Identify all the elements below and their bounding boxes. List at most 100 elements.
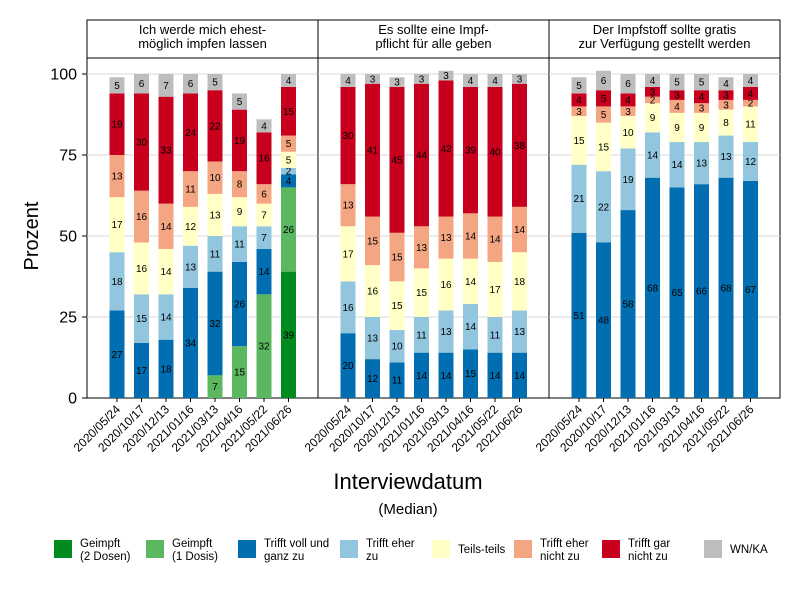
data-label: 4 (576, 95, 582, 106)
legend-swatch (340, 540, 358, 558)
bar-segment-wnka (620, 74, 636, 94)
data-label: 14 (440, 371, 452, 382)
bar-segment-eher (645, 132, 660, 178)
bar-segment-ehernicht (718, 99, 734, 110)
data-label: 10 (622, 128, 634, 139)
data-label: 30 (342, 131, 354, 142)
legend-swatch (146, 540, 164, 558)
data-label: 3 (650, 87, 656, 98)
data-label: 34 (185, 338, 197, 349)
bar-segment-ehernicht (389, 232, 405, 282)
data-label: 17 (342, 249, 354, 260)
data-label: 3 (625, 107, 631, 118)
bar-segment-ehernicht (256, 184, 272, 204)
legend-swatch (514, 540, 532, 558)
y-tick-label: 75 (59, 148, 77, 165)
data-label: 5 (212, 78, 218, 89)
panel-title: Ich werde mich ehest- (139, 22, 266, 37)
legend-label: nicht zu (628, 551, 668, 563)
bar-segment-voll (232, 261, 247, 347)
bar-segment-wnka (571, 77, 587, 94)
data-label: 65 (671, 288, 683, 299)
bar-segment-eher (109, 252, 125, 311)
data-label: 4 (650, 76, 656, 87)
data-label: 2 (286, 167, 292, 178)
data-label: 3 (674, 91, 680, 102)
data-label: 66 (696, 287, 708, 298)
data-label: 10 (209, 173, 221, 184)
bar-segment-voll (645, 177, 660, 398)
bar-segment-voll (571, 232, 587, 398)
bar-segment-voll (134, 342, 149, 398)
data-label: 19 (234, 136, 246, 147)
bar-segment-voll (718, 177, 734, 398)
bar-segment-garnicht (571, 93, 587, 107)
bar-segment-ehernicht (620, 106, 636, 117)
data-label: 3 (370, 74, 376, 85)
legend-item-geimpft2: Geimpft(2 Dosen) (54, 538, 131, 563)
data-label: 15 (391, 253, 403, 264)
bar-segment-teils (256, 203, 272, 227)
data-label: 13 (696, 159, 708, 170)
bar-segment-wnka (134, 74, 149, 94)
bar-segment-ehernicht (109, 155, 125, 198)
bar-segment-teils (645, 103, 660, 133)
data-label: 15 (573, 136, 585, 147)
data-label: 4 (699, 92, 705, 103)
bar-segment-eher (340, 281, 356, 334)
data-label: 15 (598, 142, 610, 153)
data-label: 6 (188, 79, 194, 90)
bar-segment-teils (743, 106, 758, 143)
data-label: 4 (748, 76, 754, 87)
bar-segment-garnicht (596, 90, 611, 107)
data-label: 2 (748, 99, 754, 110)
data-label: 19 (111, 120, 123, 131)
bar-segment-voll (365, 359, 380, 398)
bar-segment-teils (596, 122, 611, 172)
data-label: 21 (573, 194, 585, 205)
bar-segment-eher (232, 226, 247, 262)
legend-swatch (704, 540, 722, 558)
bar-segment-voll (669, 187, 685, 398)
legend-label: ganz zu (264, 551, 304, 563)
data-label: 6 (625, 79, 631, 90)
data-label: 38 (514, 141, 526, 152)
bar-segment-eher (718, 135, 734, 178)
data-label: 5 (601, 110, 607, 121)
legend-label: (1 Dosis) (172, 551, 218, 563)
data-label: 67 (745, 285, 757, 296)
bar-segment-wnka (109, 77, 125, 94)
bar-segment-garnicht (487, 86, 503, 217)
data-label: 14 (465, 322, 477, 333)
data-label: 51 (573, 311, 585, 322)
bar-segment-eher (183, 245, 198, 288)
bar-segment-garnicht (232, 109, 247, 172)
bar-segment-ehernicht (207, 161, 223, 194)
bar-segment-teils (281, 151, 296, 168)
bar-segment-teils (512, 252, 527, 311)
bar-segment-wnka (365, 74, 380, 84)
legend-label: (2 Dosen) (80, 551, 131, 563)
bar-segment-voll (109, 310, 125, 398)
bar-segment-eher (487, 317, 503, 353)
data-label: 39 (465, 146, 477, 157)
data-label: 17 (111, 220, 123, 231)
legend-swatch (602, 540, 620, 558)
bar-segment-garnicht (207, 90, 223, 162)
bar-segment-wnka (512, 74, 527, 84)
bar-segment-garnicht (743, 86, 758, 100)
data-label: 39 (283, 330, 295, 341)
data-label: 16 (367, 287, 379, 298)
legend-label: Geimpft (172, 538, 213, 550)
data-label: 4 (345, 76, 351, 87)
data-label: 16 (136, 212, 148, 223)
bar-segment-wnka (743, 74, 758, 87)
bar-segment-teils (158, 248, 174, 295)
bar-segment-wnka (414, 74, 429, 84)
panel-header (317, 19, 550, 59)
bar-segment-ehernicht (487, 216, 503, 262)
data-label: 14 (465, 277, 477, 288)
data-label: 3 (576, 107, 582, 118)
data-label: 3 (443, 71, 449, 82)
